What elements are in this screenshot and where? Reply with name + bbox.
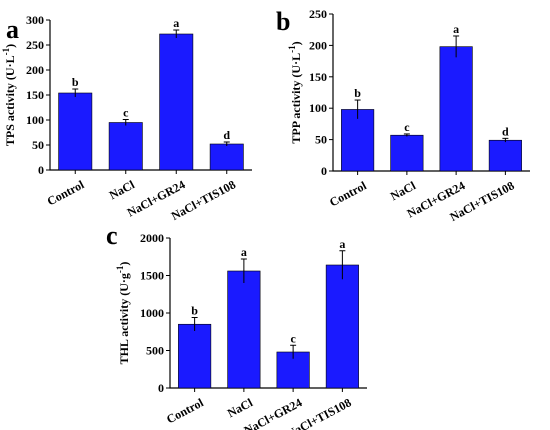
bar [439,46,473,172]
y-axis-title-main: TPS activity (U·L [3,55,17,146]
bar [178,323,212,389]
significance-letter: b [354,86,361,100]
y-tick-label: 300 [26,13,44,27]
y-tick-label: 2000 [140,231,164,245]
significance-letter: c [290,331,296,345]
x-category-label: Control [164,395,206,426]
y-tick-label: 50 [32,138,44,152]
y-tick-label: 0 [158,381,164,395]
significance-letter: c [404,120,410,134]
x-category-label: Control [327,178,369,209]
y-axis-title-end: ) [3,44,17,48]
y-tick-label: 1500 [140,269,164,283]
significance-letter: d [502,124,509,138]
bar [488,139,522,172]
bar [390,134,424,172]
y-axis-title-sup: -1 [287,45,297,53]
y-tick-label: 200 [26,63,44,77]
panel-letter: b [276,7,290,36]
y-axis-title-end: ) [289,41,303,45]
x-category-label: Control [45,177,87,208]
y-tick-label: 1000 [140,306,164,320]
y-tick-label: 50 [315,133,327,147]
y-axis-title-sup: -1 [1,47,11,55]
significance-letter: d [223,128,230,142]
significance-letter: b [72,75,79,89]
chart-panel-b: b 0 50 100 150 200 250 TPP activity (U·L-1) b Con… [276,7,530,224]
y-axis-title-end: ) [117,262,131,266]
bar [325,264,359,389]
significance-letter: c [123,106,129,120]
x-category-label: NaCl [225,395,256,420]
y-tick-label: 0 [321,164,327,178]
y-axis-title-sup: -1 [115,265,125,273]
bar [227,270,261,389]
x-category-label: NaCl [388,178,419,203]
bar [159,33,194,171]
y-axis-title: THL activity (U·g-1) [115,262,131,365]
y-tick-label: 100 [309,101,327,115]
significance-letter: a [241,245,247,259]
significance-letter: a [339,237,345,251]
y-tick-label: 150 [309,70,327,84]
y-tick-label: 150 [26,88,44,102]
y-tick-label: 200 [309,38,327,52]
bar [209,143,244,171]
y-tick-label: 250 [26,38,44,52]
significance-letter: b [191,304,198,318]
y-tick-label: 0 [38,163,44,177]
panel-letter: a [6,15,19,44]
y-tick-label: 250 [309,7,327,21]
y-tick-label: 100 [26,113,44,127]
bar [58,92,93,171]
significance-letter: a [453,22,459,36]
y-tick-label: 500 [146,344,164,358]
bar [108,122,143,171]
y-axis-title: TPP activity (U·L-1) [287,41,303,143]
x-category-label: NaCl [107,177,138,202]
chart-panel-c: c 0 500 1000 1500 2000 THL activity (U·g-1) b Co… [106,221,367,430]
y-axis-title-main: TPP activity (U·L [289,53,303,144]
y-axis-title: TPS activity (U·L-1) [1,44,17,146]
chart-panel-a: a 0 50 100 150 200 250 300 TPS activity (U·L-1) b… [1,13,252,223]
y-axis-title-main: THL activity (U·g [117,273,131,364]
significance-letter: a [173,16,179,30]
panel-letter: c [106,221,118,250]
